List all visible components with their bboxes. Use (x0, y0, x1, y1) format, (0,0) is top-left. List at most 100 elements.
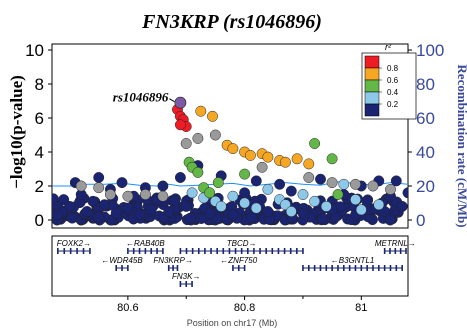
legend-swatch (364, 79, 380, 93)
snp-point (212, 177, 224, 189)
gene-exon (138, 248, 141, 254)
snp-point (184, 212, 196, 224)
gene-label: ←B3GNTL1 (331, 256, 375, 265)
gene-exon (57, 248, 59, 254)
gene-label: ←WDR45B (101, 256, 143, 265)
gene-exon (253, 248, 255, 254)
snp-point (122, 190, 134, 202)
snp-point (385, 183, 396, 195)
gene-exon (343, 265, 345, 271)
gene-exon (296, 248, 298, 254)
snp-point (326, 177, 338, 189)
snp-point (227, 143, 239, 155)
y2-tick-label: 0 (416, 211, 425, 230)
snp-point (215, 200, 227, 212)
snp-point (317, 213, 329, 225)
snp-point (309, 195, 321, 207)
gene-exon (232, 265, 234, 271)
snp-point (320, 200, 332, 212)
gene-track: FOXK2→ ←RAB40B TBCD→ METRNL→ ←WDR45B FN3KRP→ ←… (51, 235, 416, 297)
gene-exon (127, 248, 129, 254)
gene-exon (210, 248, 212, 254)
gene-exon (302, 265, 304, 271)
gene-panel-frame (51, 235, 409, 297)
snp-point (87, 195, 99, 207)
snp-point (174, 172, 186, 183)
snp-point (145, 204, 157, 216)
gene-exon (69, 248, 72, 254)
snp-point (246, 212, 258, 223)
gene-exon (228, 248, 231, 254)
snp-point (93, 182, 105, 194)
snp-point (262, 183, 274, 195)
legend-label: 0.4 (387, 88, 399, 97)
snp-point (192, 166, 204, 178)
snp-point (64, 200, 75, 212)
snp-point (244, 149, 256, 161)
snp-point (227, 190, 239, 202)
snp-point (332, 189, 344, 200)
x-tick-label: 81 (355, 302, 367, 314)
snp-point (384, 214, 396, 226)
r2-legend: r² 0.8 0.6 0.4 0.2 (361, 42, 417, 120)
y2-tick-label: 100 (416, 41, 444, 60)
gene-exon (240, 248, 243, 254)
snp-point (104, 189, 116, 200)
snp-point (396, 200, 408, 212)
gene-exon (204, 248, 206, 254)
gene-exon (313, 265, 316, 271)
y-tick-label: 2 (35, 177, 44, 196)
snp-point (303, 158, 315, 170)
gene-exon (331, 265, 333, 271)
snp-points-layer (52, 104, 408, 226)
gene-exon (144, 248, 147, 254)
right-y-axis: 0 20 40 60 80 100 (408, 41, 444, 230)
gene-exon (259, 248, 261, 254)
snp-point (402, 187, 408, 199)
snp-point (279, 156, 291, 168)
gene-exon (319, 265, 322, 271)
snp-point (297, 207, 309, 219)
gene-exon (277, 248, 280, 254)
snp-point (209, 129, 221, 141)
gene-exon (76, 248, 78, 254)
snp-point (75, 180, 87, 192)
legend-title: r² (385, 42, 392, 52)
gene-exon (216, 248, 218, 254)
y-axis-label: −log10(p-value) (7, 75, 26, 189)
x-axis-label: Position on chr17 (Mb) (187, 318, 278, 328)
snp-point (157, 180, 169, 192)
y2-tick-label: 40 (416, 143, 435, 162)
gene-label: TBCD→ (227, 239, 257, 248)
chart-title: FN3KRP (rs1046896) (141, 11, 322, 33)
legend-swatch (364, 55, 380, 69)
gene-exon (243, 265, 246, 271)
gene-exon (348, 265, 351, 271)
gene-exon (405, 248, 407, 254)
gene-exon (399, 248, 402, 254)
legend-swatch (364, 91, 380, 105)
snp-point (92, 211, 104, 223)
y-tick-label: 4 (35, 143, 44, 162)
legend-label: 0.6 (387, 76, 399, 85)
gene-exon (82, 248, 85, 254)
gene-label: ←ZNF750 (220, 256, 257, 265)
snp-point (297, 189, 309, 200)
gene-exon (366, 265, 368, 271)
y-tick-label: 8 (35, 75, 44, 94)
gene-exon (302, 248, 304, 254)
y2-axis-label: Recombination rate (cM/Mb) (455, 64, 467, 227)
y2-tick-label: 80 (416, 75, 435, 94)
x-axis: 80.6 80.8 81 (117, 296, 367, 314)
gene-exon (162, 248, 164, 254)
gene-exon (222, 248, 225, 254)
gene-label: FN3K→ (172, 272, 200, 281)
gene-exon (89, 248, 91, 254)
gene-exon (167, 265, 170, 271)
snp-point (157, 190, 169, 202)
gene-exon (63, 248, 66, 254)
snp-point (262, 151, 274, 163)
gene-exon (389, 248, 391, 254)
